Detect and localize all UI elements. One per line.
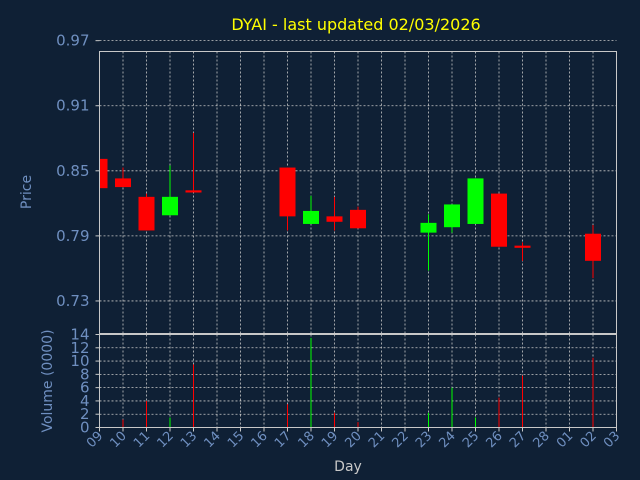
- volume-tick-label: 10: [70, 352, 89, 370]
- candle-body: [99, 158, 108, 189]
- candle-body: [162, 196, 178, 216]
- price-tick-label: 0.97: [56, 32, 89, 50]
- candle-body: [514, 245, 531, 248]
- price-y-axis: 0.97 0.91 0.85 0.79 0.73: [56, 32, 100, 310]
- volume-tick-label: 0: [80, 419, 90, 437]
- volume-bars: [122, 337, 594, 428]
- candle-body: [467, 178, 484, 224]
- price-tick-label: 0.73: [56, 292, 89, 310]
- candle-body: [326, 216, 343, 222]
- candle-body: [491, 193, 507, 247]
- price-tick-label: 0.85: [56, 162, 89, 180]
- candle-body: [350, 209, 366, 229]
- volume-axis-label: Volume (0000): [40, 329, 56, 432]
- price-plot-frame: [99, 51, 617, 334]
- candle-body: [279, 167, 296, 217]
- volume-tick-label: 14: [70, 326, 89, 344]
- volume-tick-label: 6: [80, 379, 90, 397]
- price-tick-label: 0.91: [56, 97, 89, 115]
- x-axis: 09 10 11 12 13 14 15 16 17 18 19 20 21 22 23 24 25 26 27 28…: [84, 427, 623, 451]
- candle-body: [115, 178, 131, 188]
- volume-tick-label: 4: [80, 392, 90, 410]
- candle-body: [444, 204, 460, 228]
- price-tick-label: 0.79: [56, 227, 89, 245]
- candle-body: [185, 190, 202, 193]
- chart-title: DYAI - last updated 02/03/2026: [231, 15, 480, 34]
- candle-body: [585, 233, 601, 261]
- candle-body: [420, 222, 437, 233]
- candle-body: [303, 210, 319, 224]
- candle-body: [138, 196, 155, 231]
- volume-tick-label: 8: [80, 365, 90, 383]
- price-candles: [99, 132, 601, 279]
- volume-tick-label: 12: [70, 339, 89, 357]
- volume-tick-label: 2: [80, 405, 90, 423]
- price-axis-label: Price: [19, 175, 35, 209]
- x-axis-label: Day: [334, 459, 362, 475]
